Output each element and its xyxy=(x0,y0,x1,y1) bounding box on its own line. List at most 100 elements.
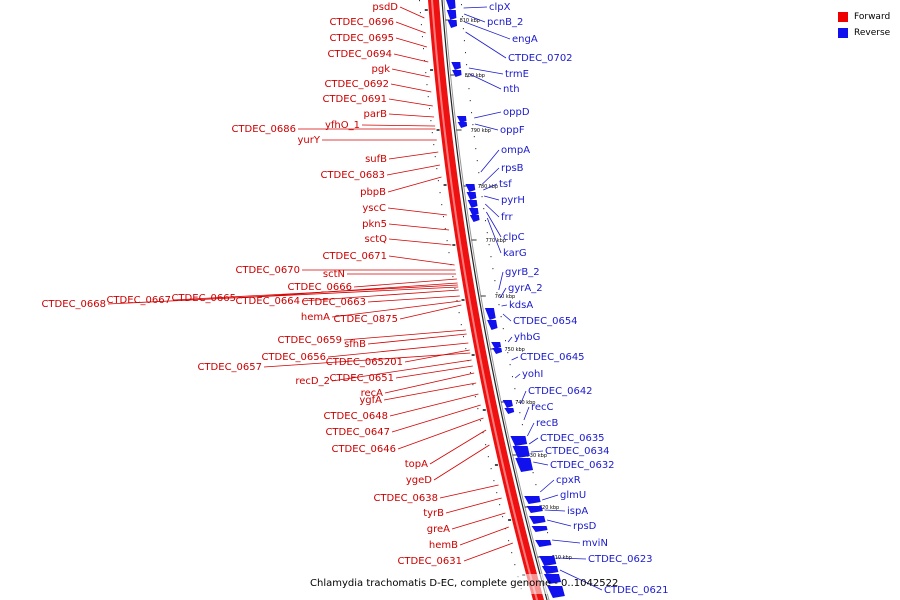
guide-dot xyxy=(437,180,439,182)
guide-dot xyxy=(499,504,501,506)
forward-gene-label: pgk xyxy=(372,64,391,75)
guide-dot xyxy=(467,76,469,78)
forward-leader-line xyxy=(399,304,462,320)
reverse-gene-label: CTDEC_0632 xyxy=(550,460,615,471)
reverse-gene-labels: clpX pcnB_2 engA CTDEC_0702 trmE nth oppD oppF o… xyxy=(487,2,669,596)
reverse-leader-line xyxy=(474,111,502,119)
reverse-leader-line xyxy=(552,539,581,544)
reverse-feature xyxy=(467,200,478,208)
guide-dot xyxy=(496,292,498,294)
reverse-gene-label: CTDEC_0623 xyxy=(588,554,653,565)
guide-dot xyxy=(492,268,494,270)
guide-dot xyxy=(485,444,487,446)
forward-leader-line xyxy=(301,289,459,302)
reverse-feature xyxy=(447,20,458,28)
guide-dot xyxy=(469,100,471,102)
guide-dot xyxy=(482,432,484,434)
reverse-gene-label: CTDEC_0635 xyxy=(540,433,605,444)
reverse-gene-label: CTDEC_0642 xyxy=(528,386,593,397)
forward-leader-line xyxy=(397,417,484,450)
forward-leader-line xyxy=(463,542,514,562)
backbone-shadow xyxy=(443,0,550,600)
reverse-gene-label: recC xyxy=(531,402,554,413)
forward-gene-label: CTDEC_0659 xyxy=(277,335,342,346)
reverse-gene-label: pyrH xyxy=(501,195,525,206)
guide-dot xyxy=(511,552,513,554)
reverse-gene-label: trmE xyxy=(505,69,529,80)
forward-leader-line xyxy=(387,176,442,193)
forward-gene-label: recD_2 xyxy=(295,376,330,387)
reverse-feature xyxy=(539,556,557,566)
scale-tick-label: 740 kbp xyxy=(515,400,535,406)
forward-leader-line xyxy=(237,282,458,299)
reverse-gene-label: CTDEC_0621 xyxy=(604,585,669,596)
scale-tick-label: 720 kbp xyxy=(539,505,559,511)
guide-dot xyxy=(490,468,492,470)
guide-dot xyxy=(419,12,421,14)
guide-dot xyxy=(476,160,478,162)
reverse-feature xyxy=(529,516,546,524)
reverse-leader-line xyxy=(514,373,521,379)
reverse-leader-line xyxy=(486,211,502,238)
guide-dot xyxy=(473,136,475,138)
guide-dot xyxy=(458,312,460,314)
reverse-gene-label: cpxR xyxy=(556,475,581,486)
forward-gene-label: CTDEC_0664 xyxy=(235,296,300,307)
reverse-gene-label: yhbG xyxy=(514,332,540,343)
forward-gene-label: CTDEC_0667 xyxy=(106,295,171,306)
reverse-gene-label: CTDEC_0702 xyxy=(508,53,573,64)
forward-gene-label: CTDEC_0647 xyxy=(325,427,390,438)
forward-leader-line xyxy=(387,207,447,216)
forward-leader-line xyxy=(388,113,435,118)
reverse-gene-label: gyrB_2 xyxy=(505,267,540,278)
forward-swatch xyxy=(838,12,848,22)
reverse-gene-label: ispA xyxy=(567,506,588,517)
forward-leader-line xyxy=(331,359,472,382)
forward-leader-line xyxy=(391,404,481,433)
guide-dot xyxy=(514,388,516,390)
forward-gene-label: tyrB xyxy=(423,508,444,519)
scale-tick-label: 760 kbp xyxy=(495,294,515,300)
reverse-leader-line xyxy=(533,461,549,466)
forward-leader-line xyxy=(395,365,473,379)
guide-dot xyxy=(434,156,436,158)
legend-label-forward: Forward xyxy=(854,12,891,22)
guide-dot xyxy=(424,60,426,62)
forward-gene-label: sctN xyxy=(323,269,345,280)
reverse-feature xyxy=(457,122,468,128)
reverse-gene-label: yohI xyxy=(522,369,543,380)
guide-dot xyxy=(471,112,473,114)
reverse-feature xyxy=(492,348,503,354)
forward-gene-label: CTDEC_0683 xyxy=(320,170,385,181)
guide-dot xyxy=(511,376,513,378)
guide-dot xyxy=(461,16,463,18)
forward-leader-line xyxy=(388,98,433,107)
guide-dot xyxy=(464,52,466,54)
forward-gene-label: CTDEC_0686 xyxy=(231,124,296,135)
forward-gene-label: topA xyxy=(405,459,428,470)
forward-leader-line xyxy=(429,429,487,465)
guide-dot xyxy=(441,204,443,206)
reverse-gene-label: pcnB_2 xyxy=(487,17,523,28)
forward-gene-label: psdD xyxy=(372,2,398,13)
forward-gene-label: ygeD xyxy=(406,475,432,486)
forward-leader-lines xyxy=(107,6,514,562)
guide-dot xyxy=(494,280,496,282)
guide-dot xyxy=(427,96,429,98)
reverse-leader-line xyxy=(527,422,535,437)
reverse-gene-label: karG xyxy=(503,248,527,259)
reverse-gene-label: rpsB xyxy=(501,163,524,174)
forward-leader-line xyxy=(388,238,452,246)
track-highlight xyxy=(430,0,539,600)
guide-dot xyxy=(429,108,431,110)
reverse-gene-label: kdsA xyxy=(509,300,533,311)
reverse-leader-line xyxy=(528,437,539,445)
forward-leader-line xyxy=(331,300,461,318)
guide-dot xyxy=(507,352,509,354)
guide-dot xyxy=(509,364,511,366)
guide-dot xyxy=(535,484,537,486)
reverse-feature xyxy=(446,10,457,20)
reverse-leader-line xyxy=(483,195,500,201)
forward-gene-label: CTDEC_0657 xyxy=(197,362,262,373)
reverse-feature xyxy=(456,116,467,123)
